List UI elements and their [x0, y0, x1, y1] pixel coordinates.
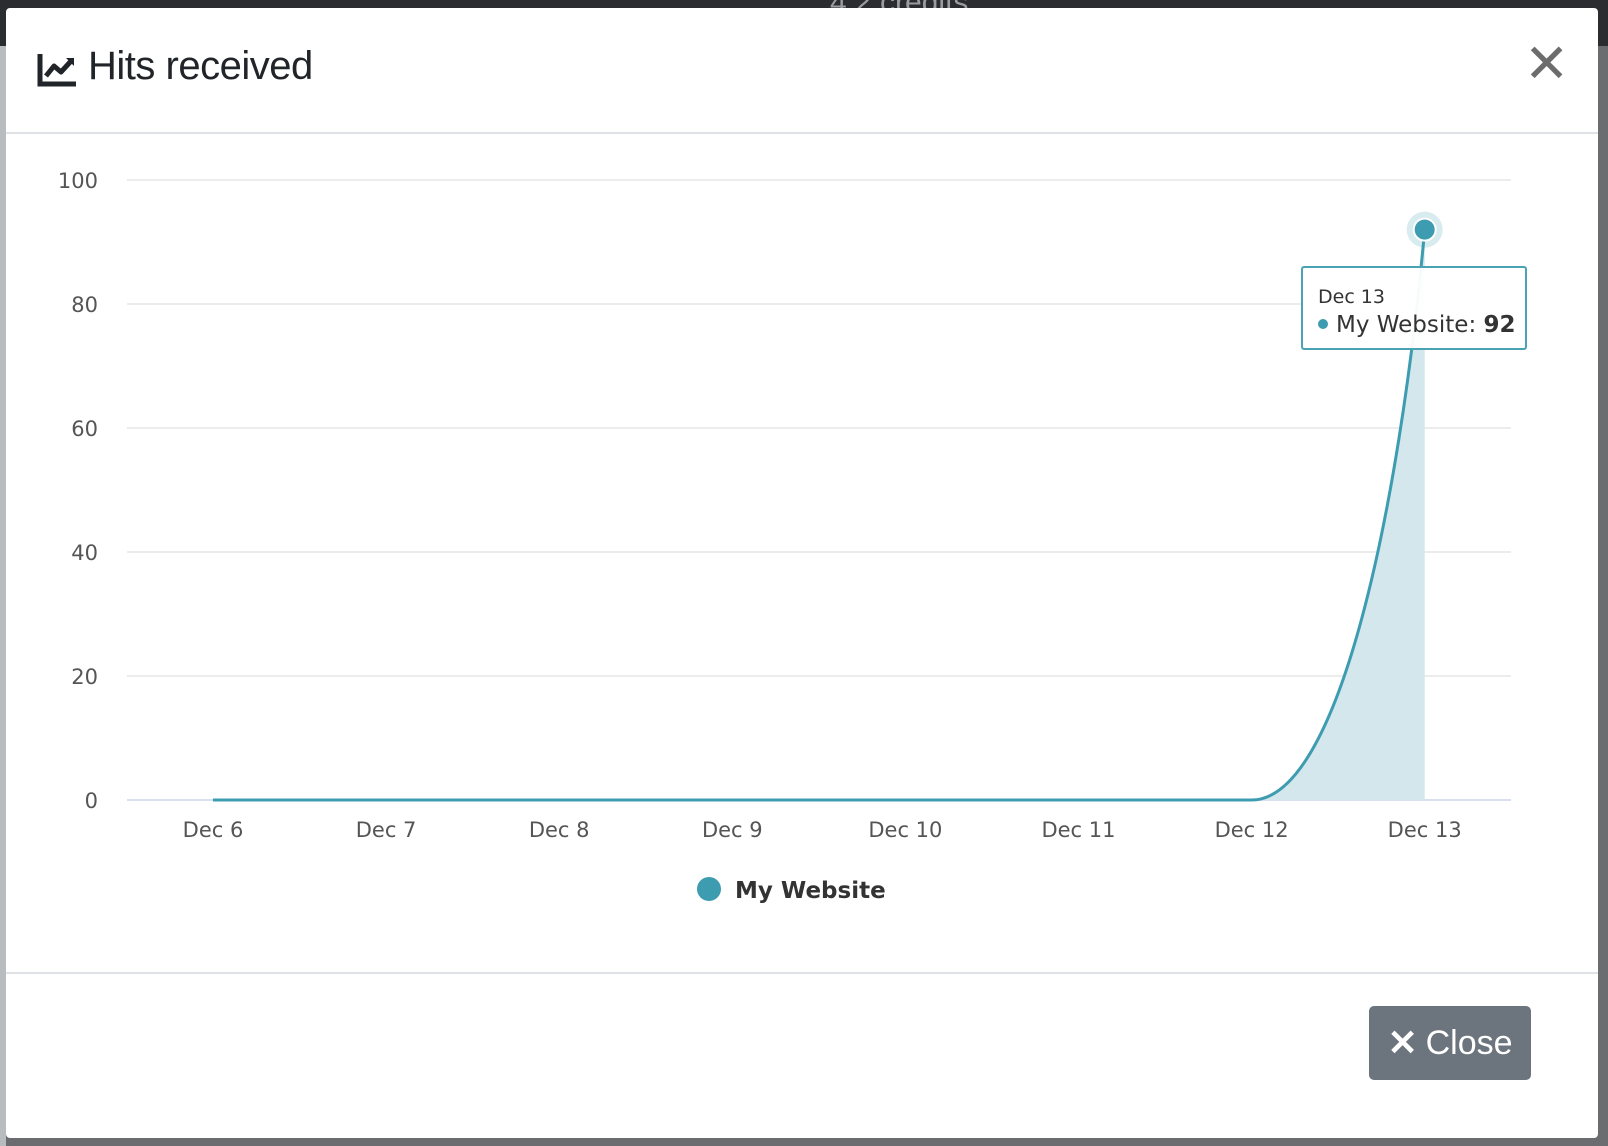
- tooltip-date: Dec 13: [1318, 286, 1385, 308]
- hits-modal: Hits received ✕ 0 20 40 60 80 100 Dec 6 Dec 7 De…: [6, 8, 1598, 1138]
- chart-tooltip: Dec 13 My Website: 92: [1301, 266, 1527, 350]
- y-tick-label: 60: [71, 417, 98, 441]
- close-button[interactable]: ✕ Close: [1369, 1006, 1531, 1080]
- series-line: [213, 229, 1427, 802]
- modal-header: Hits received ✕: [6, 8, 1598, 134]
- modal-title: Hits received: [88, 44, 313, 88]
- legend-marker: [697, 877, 721, 901]
- x-tick-label: Dec 12: [1215, 818, 1289, 842]
- close-button-label: Close: [1425, 1023, 1513, 1062]
- x-tick-label: Dec 8: [529, 818, 590, 842]
- close-button-icon: ✕: [1387, 1022, 1418, 1063]
- y-tick-label: 80: [71, 293, 98, 317]
- x-tick-label: Dec 6: [183, 818, 244, 842]
- x-tick-label: Dec 9: [702, 818, 763, 842]
- x-tick-label: Dec 7: [356, 818, 417, 842]
- x-tick-label: Dec 10: [868, 818, 942, 842]
- tooltip-line: My Website: 92: [1318, 312, 1516, 338]
- y-tick-label: 40: [71, 541, 98, 565]
- x-tick-label: Dec 13: [1388, 818, 1462, 842]
- background-page-edge: [0, 46, 6, 1146]
- tooltip-series-dot: [1318, 319, 1328, 329]
- chart-line-icon: [37, 54, 76, 87]
- modal-body: 0 20 40 60 80 100 Dec 6 Dec 7 Dec 8 Dec 9 Dec 10 De…: [6, 134, 1598, 974]
- y-tick-label: 100: [58, 169, 98, 193]
- tooltip-value: 92: [1483, 312, 1516, 338]
- x-tick-label: Dec 11: [1041, 818, 1115, 842]
- close-icon[interactable]: ✕: [1524, 34, 1570, 94]
- y-tick-label: 20: [71, 665, 98, 689]
- data-point: [1412, 217, 1437, 242]
- series-area: [1251, 229, 1425, 801]
- hits-chart: 0 20 40 60 80 100 Dec 6 Dec 7 Dec 8 Dec 9 Dec 10 De…: [58, 169, 1511, 904]
- y-tick-label: 0: [85, 789, 98, 813]
- legend-label: My Website: [735, 878, 886, 904]
- modal-footer: ✕ Close: [6, 972, 1598, 1138]
- tooltip-series-name: My Website:: [1336, 312, 1477, 338]
